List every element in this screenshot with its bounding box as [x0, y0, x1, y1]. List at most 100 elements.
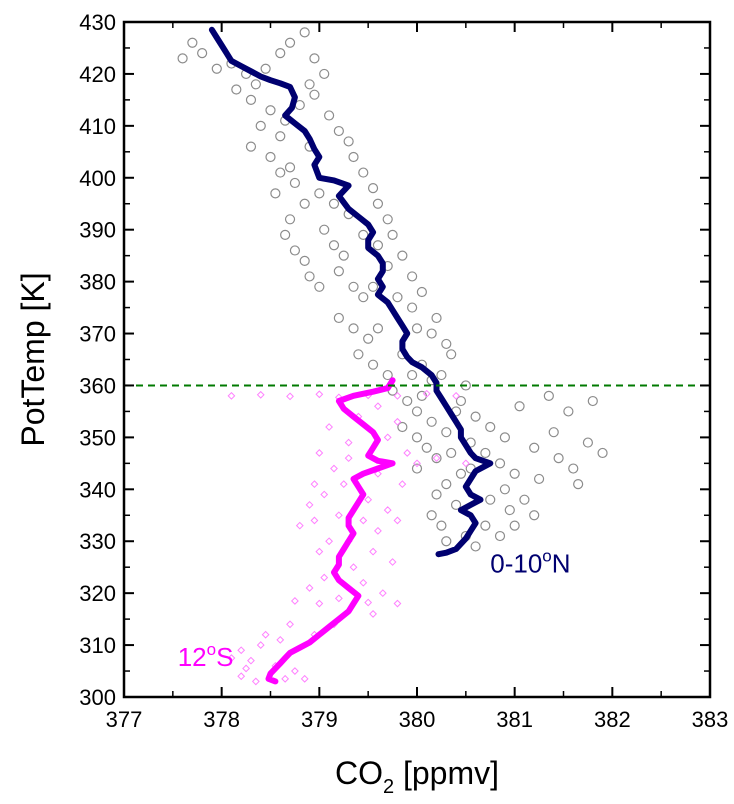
scatter-point-south [383, 433, 392, 442]
mean-profile-line-south [265, 377, 396, 685]
scatter-point-north [504, 504, 515, 516]
scatter-point-north [314, 188, 325, 199]
scatter-point-south [315, 547, 324, 556]
scatter-point-south [286, 392, 294, 401]
scatter-point-north [367, 359, 379, 370]
scatter-point-north [319, 68, 330, 80]
scatter-point-north [348, 281, 359, 292]
scatter-point-north [304, 79, 315, 90]
y-tick-label: 310 [79, 633, 116, 658]
scatter-point-north [304, 271, 315, 282]
scatter-point-north [446, 349, 457, 360]
scatter-point-north [328, 198, 340, 209]
scatter-point-north [343, 136, 354, 147]
scatter-point-south [291, 667, 299, 675]
scatter-point-south [320, 573, 329, 582]
scatter-point-north [436, 520, 447, 531]
scatter-point-north [402, 395, 413, 407]
scatter-point-north [582, 437, 594, 448]
scatter-point-north [407, 369, 418, 381]
scatter-point-north [319, 224, 330, 235]
scatter-point-north [485, 421, 496, 433]
scatter-point-south [393, 516, 402, 525]
scatter-point-north [553, 453, 564, 464]
scatter-point-north [421, 442, 432, 453]
scatter-point-north [289, 177, 301, 189]
scatter-point-north [284, 37, 296, 48]
y-axis: 300 310 320 330 340 350 360 370 380 390 400 410 420 4… [79, 10, 710, 710]
scatter-point-south [305, 584, 314, 592]
scatter-point-south [403, 449, 412, 457]
scatter-point-south [369, 547, 377, 556]
scatter-point-south [315, 390, 324, 399]
scatter-point-north [509, 468, 520, 479]
scatter-point-north [441, 338, 452, 350]
y-tick-label: 430 [79, 10, 116, 35]
scatter-point-north [299, 255, 310, 266]
scatter-point-south [247, 656, 255, 665]
scatter-point-north [509, 520, 520, 531]
scatter-point-north [494, 458, 506, 469]
x-tick-label: 382 [594, 707, 631, 732]
scatter-point-north [397, 250, 408, 261]
scatter-point-north [197, 48, 208, 59]
scatter-point-north [299, 27, 310, 38]
x-tick-label: 381 [496, 707, 533, 732]
scatter-point-north [587, 395, 598, 407]
scatter-point-south [325, 423, 334, 431]
scatter-point-south [256, 390, 265, 399]
scatter-point-north [426, 416, 437, 427]
scatter-point-north [499, 484, 510, 495]
scatter-point-south [291, 597, 299, 605]
scatter-point-south [388, 558, 397, 566]
scatter-point-south [300, 674, 309, 683]
scatter-point-south [237, 672, 246, 681]
y-tick-label: 370 [79, 322, 116, 347]
scatter-point-north [275, 167, 286, 178]
scatter-point-south [227, 391, 236, 400]
scatter-point-north [367, 281, 379, 292]
scatter-point-north [455, 395, 467, 407]
scatter-point-north [324, 110, 335, 121]
scatter-point-south [461, 459, 470, 468]
scatter-point-south [422, 389, 431, 398]
scatter-point-north [597, 447, 608, 459]
x-axis: 377 378 379 380 381 382 383 [106, 22, 729, 732]
scatter-point-north [363, 333, 374, 344]
x-tick-label: 383 [692, 707, 729, 732]
scatter-point-south [256, 641, 265, 649]
scatter-point-north [333, 312, 344, 324]
scatter-point-north [231, 84, 242, 95]
scatter-point-north [446, 447, 457, 459]
scatter-point-north [333, 266, 344, 277]
scatter-point-north [358, 292, 369, 303]
scatter-point-south [369, 610, 377, 618]
scatter-point-north [548, 427, 559, 438]
scatter-point-north [265, 151, 276, 163]
line-marks-layer [208, 26, 494, 685]
scatter-point-north [333, 125, 344, 137]
scatter-point-north [411, 323, 423, 334]
label-12S: 12oS [178, 640, 234, 672]
scatter-point-south [374, 469, 382, 478]
scatter-point-north [411, 463, 423, 474]
y-tick-label: 400 [79, 166, 116, 191]
label-0-10N: 0-10oN [490, 546, 570, 578]
scatter-point-north [284, 162, 296, 173]
scatter-point-south [413, 459, 421, 468]
scatter-point-north [431, 489, 442, 500]
scatter-point-north [387, 229, 398, 240]
scatter-point-south [276, 635, 285, 644]
scatter-point-north [265, 105, 276, 116]
scatter-point-north [426, 328, 437, 339]
scatter-point-north [367, 183, 379, 194]
scatter-point-north [260, 63, 271, 74]
mean-profile-line-north [208, 26, 494, 558]
scatter-point-south [315, 449, 324, 457]
scatter-point-north [372, 323, 384, 334]
y-tick-label: 350 [79, 425, 116, 450]
scatter-point-north [470, 541, 481, 552]
scatter-point-north [470, 411, 481, 422]
